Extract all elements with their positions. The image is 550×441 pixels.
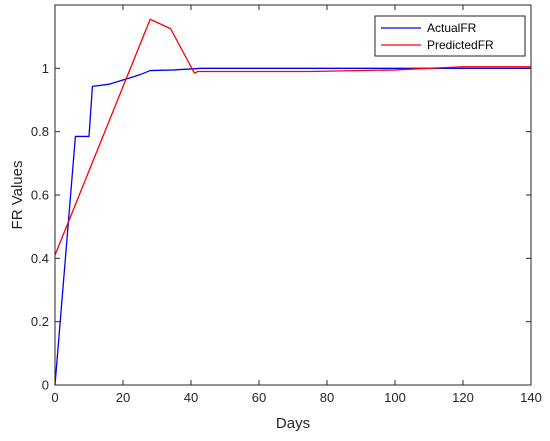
x-tick-label: 0 xyxy=(51,390,58,405)
y-tick-label: 1 xyxy=(42,61,49,76)
x-tick-label: 100 xyxy=(384,390,406,405)
legend: ActualFR PredictedFR xyxy=(374,15,526,57)
x-axis-ticks: 0 20 40 60 80 100 120 140 xyxy=(51,5,542,405)
x-tick-label: 80 xyxy=(320,390,334,405)
x-tick-label: 20 xyxy=(116,390,130,405)
x-tick-label: 120 xyxy=(452,390,474,405)
series-layer xyxy=(54,18,531,386)
y-axis-ticks: 0 0.2 0.4 0.6 0.8 1 xyxy=(31,61,531,393)
y-tick-label: 0 xyxy=(42,378,49,393)
y-tick-label: 0.2 xyxy=(31,314,49,329)
legend-label-predictedfr: PredictedFR xyxy=(427,38,494,52)
legend-label-actualfr: ActualFR xyxy=(427,21,477,35)
plot-area xyxy=(55,5,531,385)
y-axis-label: FR Values xyxy=(9,161,26,230)
x-tick-label: 40 xyxy=(184,390,198,405)
series-line-predictedfr xyxy=(54,18,531,256)
x-tick-label: 60 xyxy=(252,390,266,405)
x-tick-label: 140 xyxy=(520,390,542,405)
y-tick-label: 0.8 xyxy=(31,124,49,139)
x-axis-label: Days xyxy=(276,415,310,432)
y-tick-label: 0.6 xyxy=(31,188,49,203)
series-line-actualfr xyxy=(54,67,531,386)
legend-box xyxy=(374,15,526,57)
y-tick-label: 0.4 xyxy=(31,251,49,266)
